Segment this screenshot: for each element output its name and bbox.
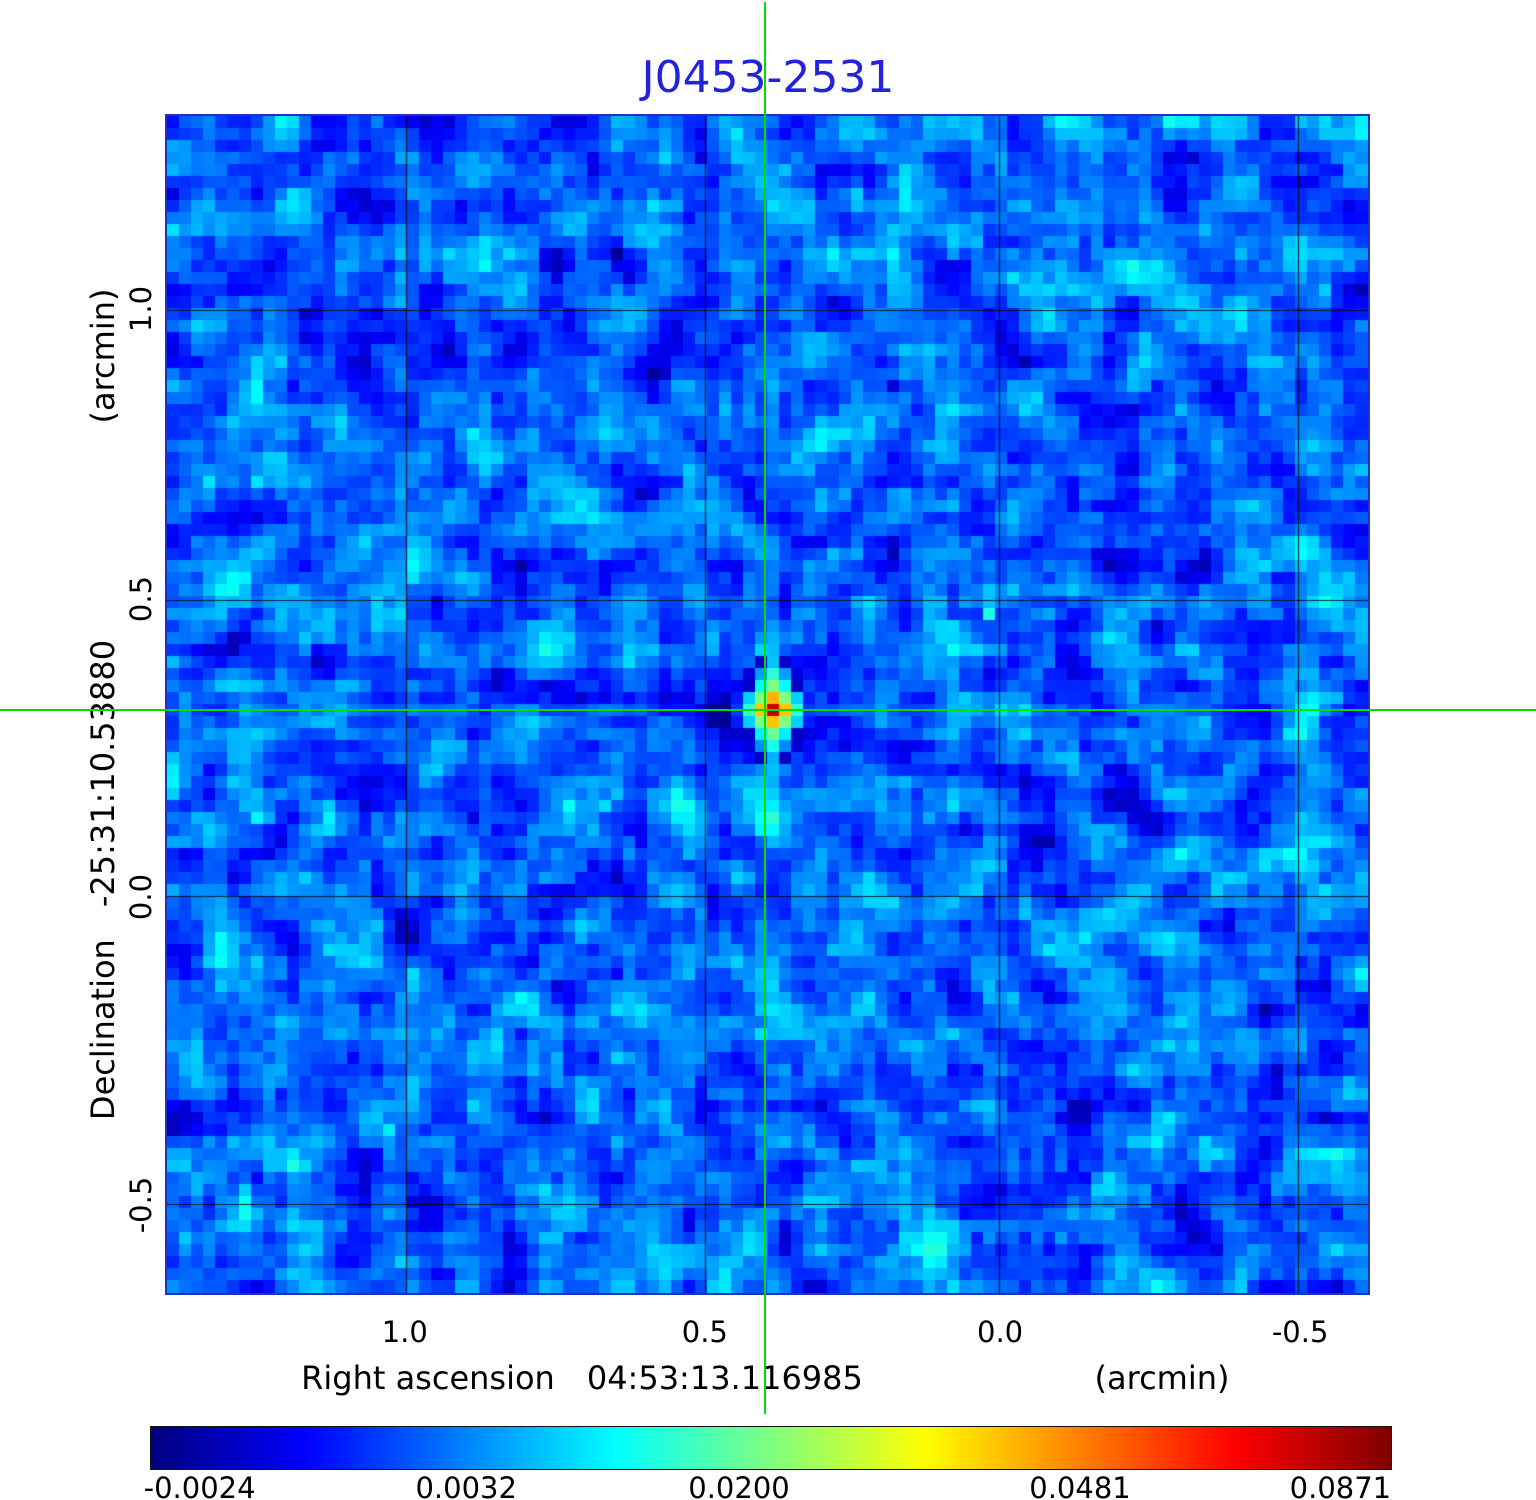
chart-title: J0453-2531 bbox=[641, 52, 895, 103]
x-axis-tick-label: 0.5 bbox=[681, 1315, 728, 1349]
x-axis-unit-label: (arcmin) bbox=[1094, 1359, 1230, 1397]
y-axis-tick-label: 0.0 bbox=[124, 873, 158, 921]
x-axis-reference-value: 04:53:13.116985 bbox=[586, 1359, 863, 1397]
y-axis-reference-value: -25:31:10.53880 bbox=[84, 639, 122, 908]
x-axis-label-text: Right ascension bbox=[301, 1359, 555, 1397]
colorbar-tick-label: 0.0200 bbox=[688, 1471, 790, 1500]
crosshair-horizontal-line bbox=[0, 709, 1536, 712]
colorbar-gradient bbox=[151, 1427, 1391, 1469]
colorbar bbox=[150, 1426, 1392, 1470]
x-axis-tick-label: -0.5 bbox=[1271, 1315, 1329, 1349]
x-axis-label: Right ascension 04:53:13.116985 bbox=[301, 1359, 863, 1397]
colorbar-tick-label: 0.0032 bbox=[415, 1471, 517, 1500]
colorbar-tick-label: 0.0481 bbox=[1029, 1471, 1131, 1500]
x-axis-tick-label: 0.0 bbox=[977, 1315, 1024, 1349]
heatmap-canvas[interactable] bbox=[167, 116, 1368, 1293]
y-axis-unit-label: (arcmin) bbox=[84, 288, 122, 424]
colorbar-tick-label: -0.0024 bbox=[143, 1471, 256, 1500]
y-axis-tick-label: 1.0 bbox=[124, 285, 158, 332]
colorbar-tick-label: 0.0871 bbox=[1289, 1471, 1392, 1500]
y-axis-tick-label: 0.5 bbox=[124, 576, 158, 623]
y-axis-label-text: Declination bbox=[84, 939, 122, 1121]
crosshair-vertical-line bbox=[764, 2, 767, 1414]
y-axis-label: Declination -25:31:10.53880 bbox=[84, 640, 122, 1120]
sky-image-plot bbox=[165, 114, 1370, 1295]
x-axis-tick-label: 1.0 bbox=[381, 1315, 428, 1349]
y-axis-tick-label: -0.5 bbox=[124, 1176, 158, 1234]
